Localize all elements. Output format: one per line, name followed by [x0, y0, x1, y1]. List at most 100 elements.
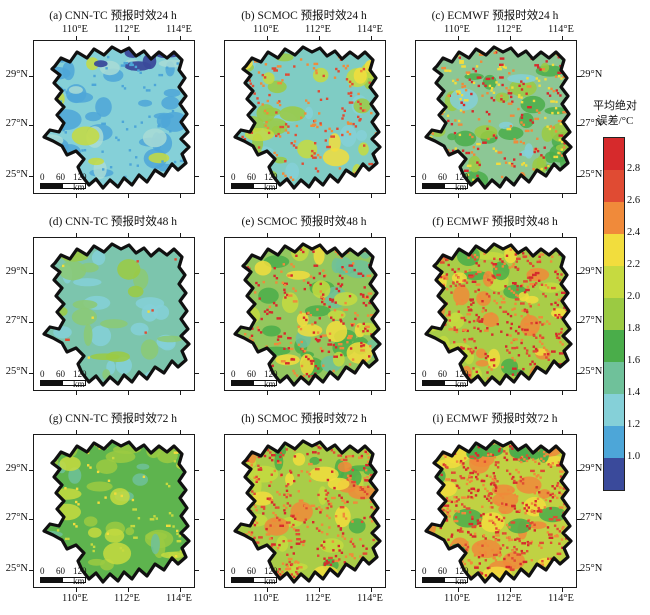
scale-label-60: 60 [438, 172, 447, 182]
map-panel-b: 0 60 120 km [220, 36, 390, 198]
axis-tick [180, 588, 181, 592]
colorbar-segment [604, 202, 624, 234]
axis-tick [195, 322, 199, 323]
axis-tick [458, 194, 459, 198]
axis-tick [411, 470, 415, 471]
scale-bar-labels: 0 60 120 km [231, 566, 278, 586]
axis-tick [29, 519, 33, 520]
axis-tick [319, 430, 320, 434]
lat-label: 25°N [5, 169, 28, 180]
axis-tick [371, 233, 372, 237]
axis-tick [267, 194, 268, 198]
scale-label-0: 0 [231, 172, 236, 182]
panel-title-h: (h) SCMOC 预报时效72 h [241, 413, 367, 425]
axis-tick [180, 391, 181, 395]
lon-label: 110°E [444, 593, 470, 604]
axis-tick [180, 233, 181, 237]
scale-bar: 0 60 120 km [40, 566, 87, 586]
axis-tick [411, 125, 415, 126]
axis-tick [411, 322, 415, 323]
scale-bar-black-segment [232, 184, 254, 188]
scale-bar-black-segment [232, 578, 254, 582]
scale-label-120: 120 km [264, 566, 278, 586]
axis-tick [562, 36, 563, 40]
scale-bar-white-segment [63, 578, 85, 582]
lon-label: 114°E [548, 593, 574, 604]
lon-label: 110°E [253, 24, 279, 35]
scale-label-60: 60 [247, 369, 256, 379]
axis-tick [76, 194, 77, 198]
panel-title-f: (f) ECMWF 预报时效48 h [432, 216, 558, 228]
panel-title-d: (d) CNN-TC 预报时效48 h [48, 216, 178, 228]
scale-bar-black-segment [41, 381, 63, 385]
colorbar-tick-label: 1.4 [627, 387, 641, 398]
colorbar-segment [604, 426, 624, 458]
axis-tick [128, 194, 129, 198]
axis-tick [411, 76, 415, 77]
map-panel-i: 0 60 120 km [411, 430, 581, 592]
panel-title-i: (i) ECMWF 预报时效72 h [432, 413, 558, 425]
axis-tick [371, 36, 372, 40]
axis-tick [267, 391, 268, 395]
scale-bar: 0 60 120 km [40, 369, 87, 389]
hunan-map-c [424, 45, 573, 190]
colorbar-tick-label: 2.6 [627, 195, 641, 206]
axis-tick [128, 430, 129, 434]
scale-bar: 0 60 120 km [231, 369, 278, 389]
scale-bar-bar [231, 380, 277, 386]
colorbar-tick-label: 1.2 [627, 419, 641, 430]
axis-tick [577, 125, 581, 126]
scale-bar-white-segment [254, 578, 276, 582]
hunan-map-b [233, 45, 382, 190]
scale-bar-bar [40, 183, 86, 189]
scale-bar-bar [231, 577, 277, 583]
scale-bar-labels: 0 60 120 km [422, 369, 469, 389]
scale-bar-bar [231, 183, 277, 189]
axis-tick [562, 194, 563, 198]
colorbar-segment [604, 362, 624, 394]
panel-title-a: (a) CNN-TC 预报时效24 h [49, 10, 177, 22]
scale-bar-bar [422, 380, 468, 386]
colorbar-tick-label: 1.6 [627, 355, 641, 366]
hunan-map-h [233, 439, 382, 584]
scale-bar-black-segment [423, 381, 445, 385]
colorbar-segment [604, 298, 624, 330]
lat-label: 25°N [5, 366, 28, 377]
scale-label-0: 0 [422, 369, 427, 379]
colorbar-tick-label: 2.4 [627, 227, 641, 238]
lon-label: 112°E [496, 593, 522, 604]
lon-label: 114°E [357, 593, 383, 604]
lat-label: 25°N [580, 563, 603, 574]
scale-label-0: 0 [231, 369, 236, 379]
scale-label-0: 0 [40, 566, 45, 576]
lat-label: 27°N [580, 315, 603, 326]
scale-label-0: 0 [40, 172, 45, 182]
axis-tick [29, 322, 33, 323]
scale-bar-white-segment [254, 381, 276, 385]
scale-bar: 0 60 120 km [422, 172, 469, 192]
lon-label: 112°E [114, 593, 140, 604]
axis-tick [562, 233, 563, 237]
scale-bar-labels: 0 60 120 km [40, 369, 87, 389]
axis-tick [195, 470, 199, 471]
scale-bar: 0 60 120 km [231, 566, 278, 586]
scale-label-60: 60 [247, 172, 256, 182]
scale-bar: 0 60 120 km [40, 172, 87, 192]
scale-bar-labels: 0 60 120 km [40, 566, 87, 586]
scale-label-60: 60 [56, 566, 65, 576]
axis-tick [319, 391, 320, 395]
axis-tick [267, 430, 268, 434]
lat-label: 25°N [580, 366, 603, 377]
axis-tick [220, 322, 224, 323]
axis-tick [510, 588, 511, 592]
lat-label: 27°N [5, 512, 28, 523]
axis-tick [458, 233, 459, 237]
scale-bar-white-segment [63, 381, 85, 385]
lon-label: 114°E [548, 24, 574, 35]
scale-label-120: 120 km [455, 172, 469, 192]
lon-label: 112°E [496, 24, 522, 35]
axis-tick [220, 519, 224, 520]
scale-bar-labels: 0 60 120 km [40, 172, 87, 192]
scale-bar-black-segment [41, 578, 63, 582]
